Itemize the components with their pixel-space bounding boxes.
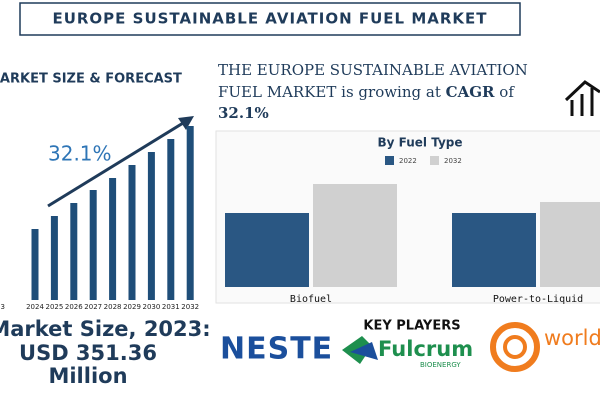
player-sub: BIOENERGY — [420, 361, 461, 369]
legend-swatch — [385, 156, 394, 165]
player-logo: world energy — [544, 326, 600, 350]
x-tick-label: Power-to-Liquid — [493, 294, 583, 305]
x-tick-label: 2024 — [26, 303, 44, 311]
legend-label: 2022 — [399, 157, 417, 165]
bar — [313, 184, 397, 287]
player-logo-text: world energy — [544, 326, 600, 350]
headline-part: of — [499, 83, 515, 101]
right-chart-title: By Fuel Type — [377, 136, 462, 150]
bar — [109, 178, 117, 300]
headline: THE EUROPE SUSTAINABLE AVIATION — [218, 61, 528, 79]
bar — [147, 152, 155, 300]
bar — [452, 213, 536, 287]
bar — [128, 165, 136, 300]
bar — [167, 139, 175, 300]
x-tick-label: 2031 — [162, 303, 180, 311]
world-energy-mark — [490, 322, 540, 372]
key-players-title: KEY PLAYERS — [363, 319, 460, 334]
headline-part: CAGR — [446, 83, 495, 101]
growth-arrow — [47, 118, 189, 208]
fulcrum-mark — [350, 342, 378, 360]
bar — [225, 213, 309, 287]
arrow-head — [178, 116, 194, 130]
x-tick-label: 2023 — [0, 303, 5, 311]
page-title: EUROPE SUSTAINABLE AVIATION FUEL MARKET — [52, 10, 487, 28]
house-icon — [564, 80, 600, 116]
bar — [50, 216, 58, 300]
bar — [186, 126, 194, 300]
title-banner — [19, 2, 521, 36]
x-tick-label: Biofuel — [290, 294, 332, 305]
world-energy-mark — [503, 335, 527, 359]
x-tick-label: 2027 — [84, 303, 102, 311]
x-tick-label: 2028 — [104, 303, 122, 311]
legend-label: 2032 — [444, 157, 462, 165]
market-size: USD 351.36 — [19, 341, 157, 365]
x-tick-label: 2030 — [142, 303, 160, 311]
market-size: Million — [48, 364, 127, 388]
headline-part: FUEL MARKET — [218, 83, 336, 101]
x-tick-label: 2032 — [181, 303, 199, 311]
headline-part: is growing at — [341, 83, 441, 101]
x-tick-label: 2025 — [45, 303, 63, 311]
bar — [70, 203, 78, 300]
cagr-annotation: 32.1% — [48, 142, 112, 166]
x-tick-label: 2029 — [123, 303, 141, 311]
headline: FUEL MARKET is growing at CAGR of — [218, 83, 515, 101]
market-size: Market Size, 2023: — [0, 317, 211, 341]
left-chart-title: MARKET SIZE & FORECAST — [0, 72, 182, 87]
bar — [31, 229, 39, 300]
headline-cagr: 32.1% — [218, 104, 269, 122]
player-logo: NESTE — [220, 332, 333, 367]
x-tick-label: 2026 — [65, 303, 83, 311]
player-logo: Fulcrum — [378, 337, 473, 361]
headline-part: THE EUROPE SUSTAINABLE AVIATION — [218, 61, 528, 79]
bar — [540, 202, 600, 287]
legend-swatch — [430, 156, 439, 165]
bar — [89, 190, 97, 300]
